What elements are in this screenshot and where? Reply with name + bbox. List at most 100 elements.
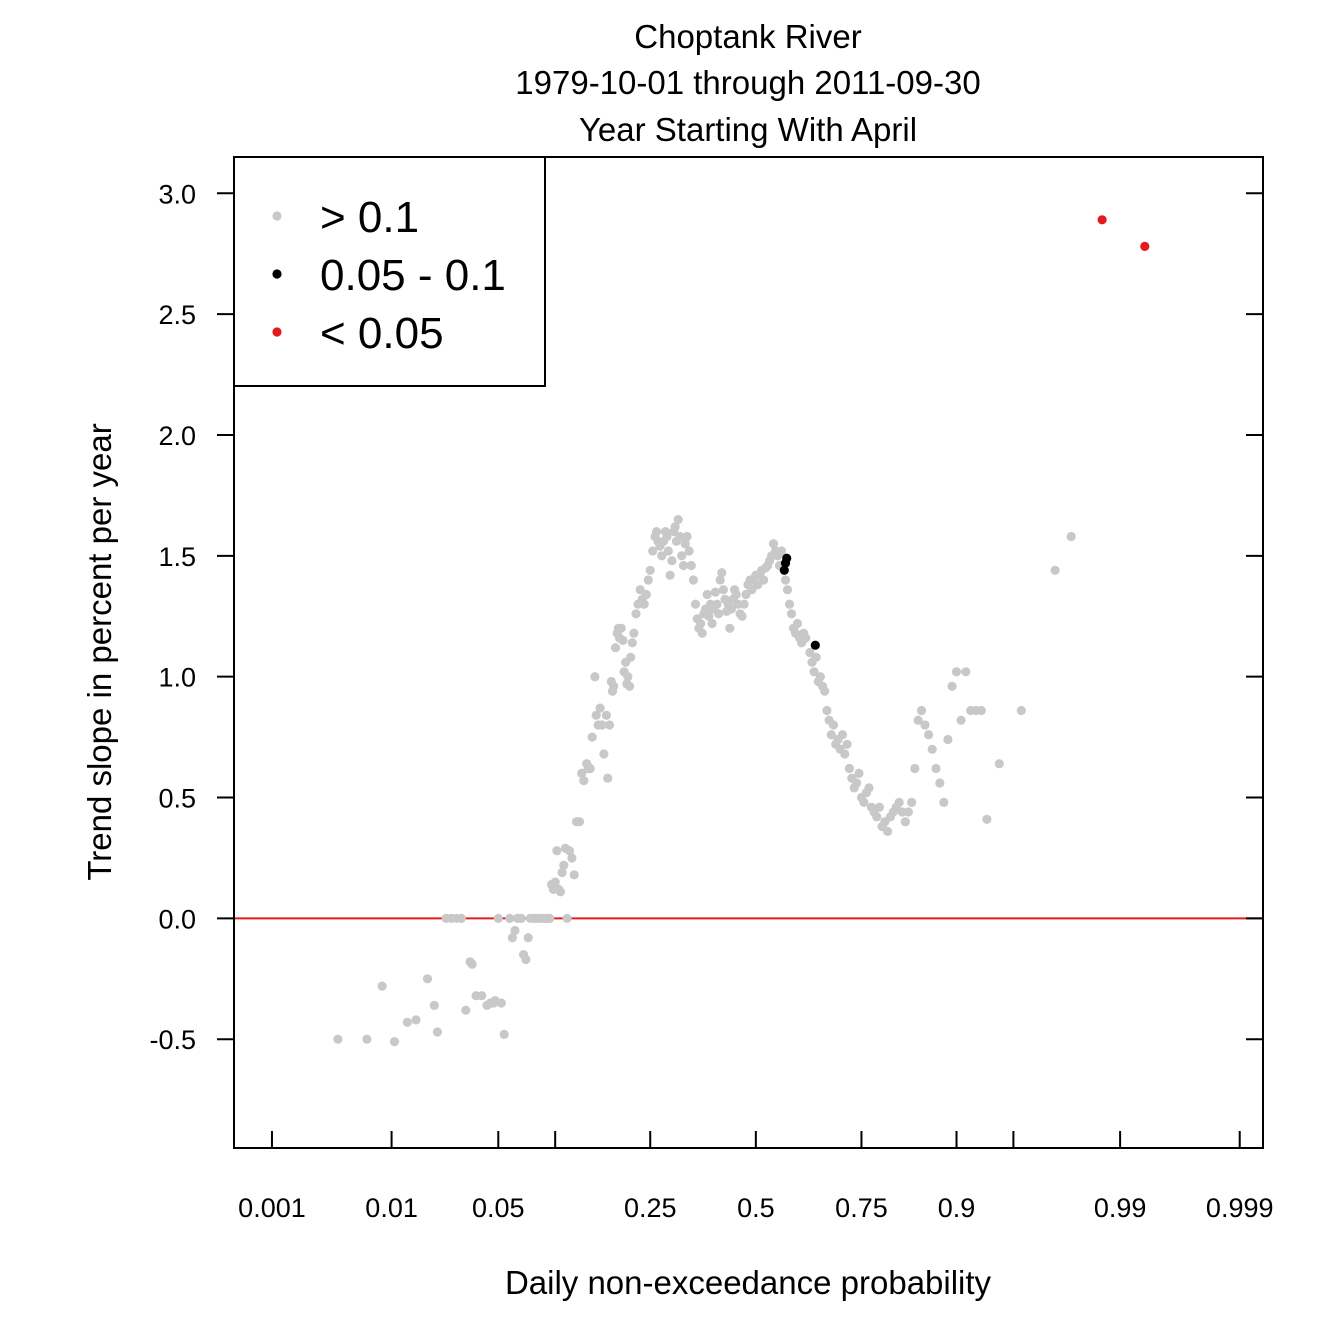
x-tick-label: 0.05 — [472, 1193, 525, 1223]
data-point-series-1 — [712, 599, 722, 609]
data-point-series-1 — [844, 763, 855, 774]
data-point-series-1 — [927, 744, 937, 754]
x-tick-label: 0.5 — [737, 1193, 775, 1223]
data-point-series-1 — [815, 672, 826, 682]
data-point-series-1 — [714, 609, 724, 619]
data-point-series-1 — [467, 959, 477, 969]
data-point-series-1 — [811, 652, 821, 662]
data-point-series-1 — [883, 826, 893, 837]
data-point-series-1 — [402, 1017, 412, 1027]
data-point-series-1 — [521, 954, 531, 965]
data-point-series-1 — [675, 531, 685, 542]
data-point-series-1 — [645, 565, 655, 575]
data-point-series-1 — [587, 732, 597, 742]
data-point-series-1 — [842, 739, 852, 749]
data-point-series-2 — [779, 565, 789, 575]
y-tick-label: 1.5 — [158, 542, 196, 572]
data-point-series-1 — [854, 768, 864, 779]
data-point-series-1 — [604, 720, 615, 730]
chart-title-line-1: Choptank River — [634, 18, 861, 55]
data-point-series-1 — [569, 870, 579, 880]
data-point-series-1 — [786, 609, 797, 619]
data-point-series-1 — [545, 913, 555, 924]
data-point-series-1 — [982, 814, 992, 824]
data-point-series-1 — [710, 587, 721, 597]
data-point-series-1 — [776, 546, 787, 556]
y-tick-label: 1.0 — [158, 663, 196, 693]
data-point-series-1 — [903, 807, 914, 817]
data-point-series-1 — [1050, 565, 1060, 575]
data-point-series-1 — [333, 1034, 343, 1044]
data-point-series-1 — [837, 730, 848, 740]
data-point-series-1 — [493, 913, 503, 924]
data-point-series-1 — [477, 991, 487, 1001]
data-point-series-1 — [422, 974, 433, 984]
data-point-series-1 — [913, 715, 923, 725]
data-point-series-1 — [362, 1034, 372, 1044]
data-point-series-1 — [599, 749, 609, 759]
data-point-series-1 — [900, 817, 910, 827]
data-point-series-1 — [702, 589, 712, 600]
data-point-series-1 — [1066, 531, 1076, 542]
data-point-series-1 — [739, 599, 749, 609]
data-point-series-1 — [610, 643, 621, 653]
data-point-series-1 — [780, 575, 791, 585]
data-point-series-1 — [684, 546, 694, 556]
data-point-series-1 — [1016, 705, 1026, 716]
data-point-series-1 — [872, 812, 882, 822]
data-point-series-1 — [627, 638, 637, 648]
data-point-series-1 — [377, 981, 387, 991]
x-tick-label: 0.99 — [1094, 1193, 1147, 1223]
data-point-series-1 — [516, 913, 526, 924]
data-point-series-1 — [577, 768, 587, 779]
data-point-series-1 — [673, 515, 683, 525]
data-point-series-1 — [822, 705, 832, 716]
data-point-series-1 — [559, 860, 569, 870]
data-point-series-1 — [931, 763, 941, 774]
data-point-series-1 — [916, 705, 927, 716]
data-point-series-1 — [567, 853, 577, 863]
data-point-series-1 — [590, 672, 600, 682]
plot-frame — [233, 156, 1264, 1149]
y-tick-label: 2.5 — [158, 300, 196, 330]
data-point-series-1 — [643, 575, 653, 585]
data-point-series-1 — [939, 797, 949, 808]
data-point-series-1 — [852, 778, 862, 788]
legend-label: < 0.05 — [320, 309, 444, 358]
data-point-series-1 — [555, 887, 566, 897]
data-point-series-1 — [579, 776, 589, 786]
data-point-series-1 — [859, 797, 869, 808]
data-point-series-1 — [976, 705, 986, 716]
data-point-series-2 — [810, 640, 820, 650]
data-point-series-1 — [920, 720, 930, 730]
data-point-series-1 — [662, 531, 672, 542]
x-axis-title: Daily non-exceedance probability — [505, 1264, 992, 1301]
data-point-series-1 — [432, 1027, 442, 1037]
data-point-series-1 — [639, 599, 649, 609]
data-point-series-3 — [1097, 215, 1107, 225]
data-point-series-1 — [523, 933, 533, 943]
data-point-series-1 — [688, 575, 699, 585]
data-point-series-1 — [792, 618, 803, 629]
data-point-series-3 — [1140, 241, 1150, 251]
data-point-series-1 — [623, 672, 633, 682]
data-point-series-1 — [667, 556, 677, 566]
data-point-series-1 — [657, 551, 667, 561]
data-point-series-1 — [429, 1000, 439, 1011]
y-tick-label: 2.0 — [158, 421, 196, 451]
data-point-series-1 — [718, 585, 729, 595]
legend-marker — [272, 327, 282, 337]
data-point-series-1 — [801, 633, 811, 643]
data-point-series-1 — [505, 913, 515, 924]
data-point-series-1 — [961, 667, 971, 677]
data-point-series-1 — [924, 730, 934, 740]
data-point-series-1 — [616, 623, 626, 633]
data-point-series-1 — [726, 604, 737, 614]
data-point-series-1 — [759, 575, 769, 585]
data-point-series-1 — [618, 635, 628, 646]
data-point-series-1 — [585, 763, 595, 774]
data-point-series-1 — [725, 623, 735, 633]
data-point-series-1 — [499, 1029, 509, 1039]
data-point-series-1 — [670, 522, 680, 532]
data-point-series-1 — [874, 802, 885, 812]
